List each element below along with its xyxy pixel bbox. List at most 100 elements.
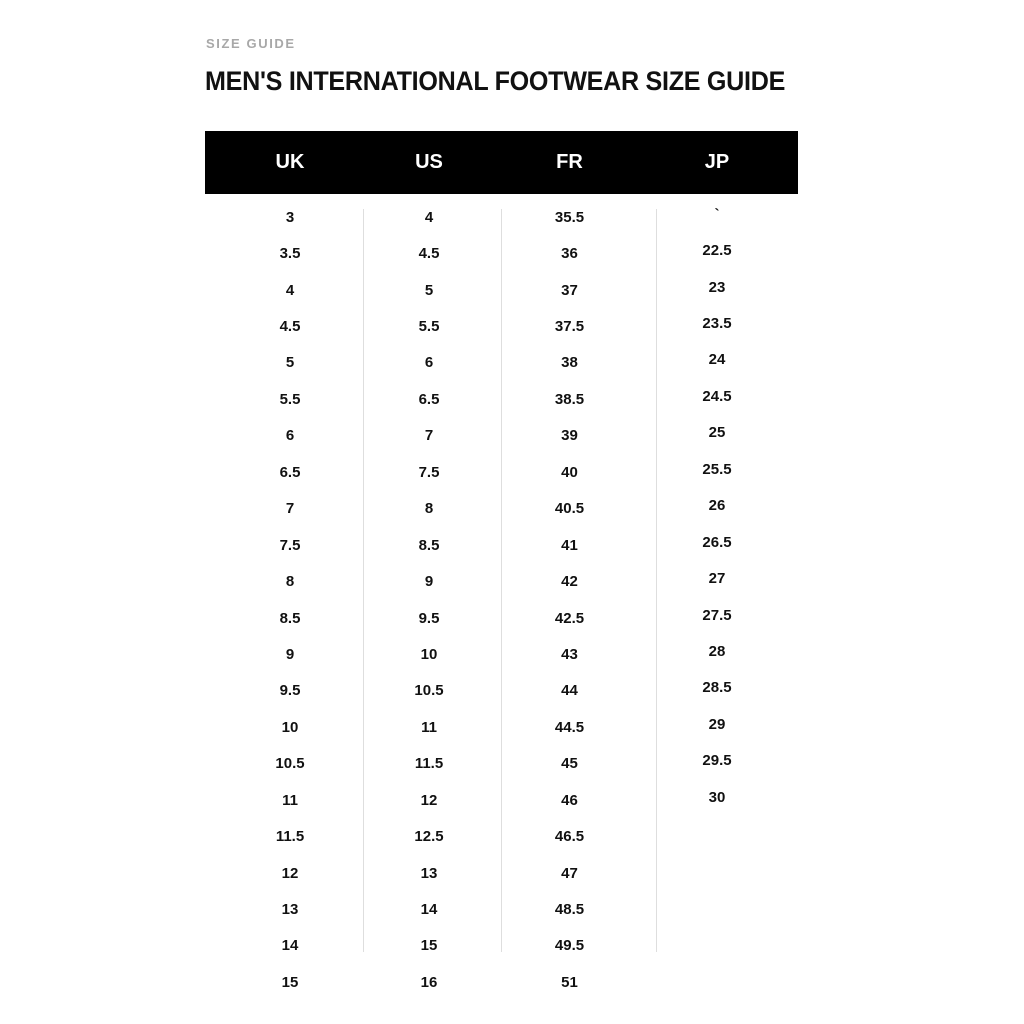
size-cell-jp: 23	[708, 278, 726, 296]
size-cell-us: 11	[421, 718, 437, 736]
size-row: 7.5 8.5 41 26.5	[205, 527, 798, 563]
size-row: 6 7 39 25	[205, 418, 798, 454]
size-row: 10 11 44.5 29	[205, 709, 798, 745]
size-cell-uk: 3	[285, 208, 295, 226]
column-header-uk: UK	[275, 151, 305, 173]
size-cell-fr: 38.5	[554, 390, 585, 408]
column-header-fr: FR	[556, 151, 583, 173]
size-cell-uk: 10	[281, 718, 299, 736]
size-cell-us: 4	[424, 208, 434, 226]
size-cell-uk: 11.5	[275, 828, 305, 846]
size-row: 6.5 7.5 40 25.5	[205, 454, 798, 490]
size-row: 11 12 46 30	[205, 782, 798, 818]
size-cell-uk: 5	[285, 354, 295, 372]
size-cell-jp: 23.5	[702, 315, 732, 333]
size-cell-us: 6.5	[418, 390, 440, 408]
size-cell-fr: 51	[561, 973, 578, 991]
size-cell-uk: 6	[285, 427, 295, 445]
size-cell-fr: 42	[561, 573, 578, 591]
size-row: 4.5 5.5 37.5 23.5	[205, 308, 798, 344]
size-cell-fr: 36	[561, 245, 578, 263]
size-cell-uk: 4.5	[279, 318, 301, 336]
size-cell-uk: 13	[281, 901, 299, 919]
eyebrow-label: SIZE GUIDE	[206, 36, 296, 51]
size-cell-fr: 41	[561, 536, 578, 554]
size-cell-jp: 29.5	[702, 752, 732, 770]
column-divider	[363, 209, 364, 952]
size-cell-uk: 6.5	[279, 463, 301, 481]
size-row: 9.5 10.5 44 28.5	[205, 673, 798, 709]
size-cell-jp: 28	[708, 642, 726, 660]
size-row: 5 6 38 24	[205, 345, 798, 381]
size-row: 4 5 37 23	[205, 272, 798, 308]
size-cell-us: 5.5	[418, 318, 440, 336]
size-cell-fr: 35.5	[554, 208, 585, 226]
size-table-header: UK US FR JP	[205, 131, 798, 194]
size-row: 15 16 51	[205, 964, 798, 1000]
size-cell-jp: 28.5	[702, 679, 732, 697]
column-header-jp: JP	[704, 151, 730, 173]
size-cell-uk: 15	[281, 973, 299, 991]
size-cell-jp: 26.5	[702, 533, 732, 551]
size-cell-uk: 9	[285, 645, 295, 663]
column-divider	[656, 209, 657, 952]
size-cell-us: 9.5	[418, 609, 440, 627]
size-cell-uk: 8	[285, 573, 295, 591]
size-cell-jp: 29	[708, 715, 726, 733]
size-cell-jp: 24.5	[702, 387, 732, 405]
size-table: UK US FR JP 3 4 35.5 ` 3.5 4.5 36 22.5 4 5 37 23 4.5 5.5…	[205, 131, 798, 1001]
size-cell-us: 6	[424, 354, 434, 372]
size-cell-us: 12.5	[414, 828, 444, 846]
size-cell-us: 13	[420, 864, 438, 882]
size-cell-fr: 49.5	[554, 937, 585, 955]
size-cell-jp: 30	[708, 788, 726, 806]
size-cell-uk: 4	[285, 281, 295, 299]
size-cell-uk: 3.5	[279, 245, 301, 263]
size-row: 10.5 11.5 45 29.5	[205, 746, 798, 782]
size-cell-uk: 9.5	[279, 682, 301, 700]
size-cell-fr: 44	[561, 682, 578, 700]
size-cell-fr: 37	[561, 281, 578, 299]
size-cell-jp: `	[714, 205, 720, 223]
size-row: 11.5 12.5 46.5	[205, 818, 798, 854]
size-cell-jp: 22.5	[702, 242, 732, 260]
size-row: 14 15 49.5	[205, 928, 798, 964]
size-cell-fr: 42.5	[554, 609, 585, 627]
size-table-body: 3 4 35.5 ` 3.5 4.5 36 22.5 4 5 37 23 4.5 5.5 37.5 23.5 5…	[205, 199, 798, 1001]
size-cell-us: 7	[424, 427, 434, 445]
size-cell-us: 7.5	[418, 463, 440, 481]
size-cell-fr: 38	[561, 354, 578, 372]
size-row: 8 9 42 27	[205, 563, 798, 599]
size-row: 3 4 35.5 `	[205, 199, 798, 235]
size-cell-fr: 46.5	[554, 828, 585, 846]
size-cell-fr: 40.5	[554, 500, 585, 518]
size-row: 12 13 47	[205, 855, 798, 891]
size-cell-us: 4.5	[418, 245, 440, 263]
size-row: 5.5 6.5 38.5 24.5	[205, 381, 798, 417]
size-row: 7 8 40.5 26	[205, 491, 798, 527]
size-row: 3.5 4.5 36 22.5	[205, 235, 798, 271]
size-cell-fr: 39	[561, 427, 578, 445]
size-cell-fr: 43	[561, 645, 578, 663]
size-cell-us: 12	[420, 791, 438, 809]
size-cell-uk: 8.5	[279, 609, 301, 627]
size-cell-fr: 46	[561, 791, 578, 809]
size-cell-jp: 27.5	[702, 606, 732, 624]
size-row: 8.5 9.5 42.5 27.5	[205, 600, 798, 636]
size-cell-us: 15	[420, 937, 438, 955]
size-cell-uk: 11	[282, 791, 298, 809]
column-header-us: US	[415, 151, 443, 173]
size-cell-uk: 10.5	[275, 755, 305, 773]
size-row: 9 10 43 28	[205, 636, 798, 672]
size-cell-us: 5	[424, 281, 434, 299]
size-cell-uk: 12	[281, 864, 299, 882]
size-cell-us: 8	[424, 500, 434, 518]
size-cell-us: 10	[420, 645, 438, 663]
size-cell-jp: 25.5	[702, 460, 732, 478]
size-cell-us: 9	[424, 573, 434, 591]
size-cell-fr: 37.5	[554, 318, 585, 336]
size-cell-fr: 44.5	[554, 718, 585, 736]
size-row: 13 14 48.5	[205, 891, 798, 927]
size-cell-us: 14	[420, 901, 438, 919]
